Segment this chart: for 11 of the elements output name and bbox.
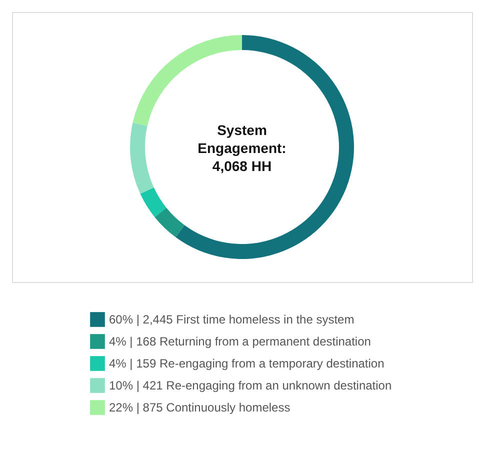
donut-slice [130,122,154,194]
text: System Engagement: 4,068 HH [198,122,286,174]
legend-label: 22% | 875 Continuously homeless [109,400,290,414]
legend-label: 4% | 159 Re-engaging from a temporary destination [109,356,384,370]
legend-label: 4% | 168 Returning from a permanent destination [109,334,371,348]
donut-slice [132,35,242,126]
donut-slice [176,35,354,259]
legend-label: 10% | 421 Re-engaging from an unknown destination [109,378,392,392]
donut-slice [140,188,166,218]
legend-label: 60% | 2,445 First time homeless in the system [109,312,354,326]
donut-slice [154,208,184,238]
